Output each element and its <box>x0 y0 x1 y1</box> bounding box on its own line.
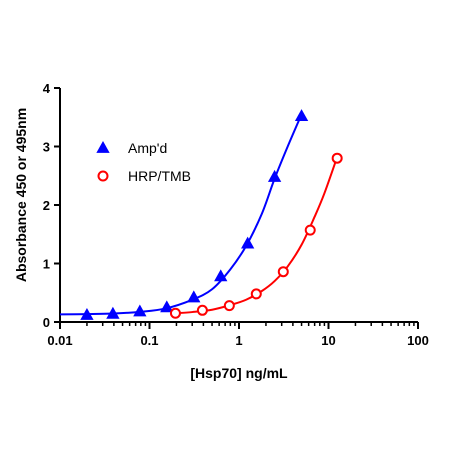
point-amp-d <box>267 169 282 182</box>
point-hrp-tmb <box>304 224 316 236</box>
y-axis-title: Absorbance 450 or 495nm <box>13 108 29 282</box>
point-amp-d <box>214 269 228 282</box>
point-amp-d <box>133 304 147 317</box>
y-tick-label: 2 <box>43 198 50 213</box>
y-tick-label: 4 <box>43 81 51 96</box>
point-hrp-tmb <box>277 266 289 278</box>
point-hrp-tmb <box>250 288 262 300</box>
point-amp-d <box>80 307 94 320</box>
axes: 0 1 2 3 4 0.01 0.1 1 10 100 <box>43 81 429 348</box>
fit-curve-amp-d <box>59 113 303 316</box>
x-tick-label: 1 <box>235 333 242 348</box>
y-tick-label: 1 <box>43 257 50 272</box>
x-tick-label: 0.1 <box>140 333 158 348</box>
x-axis-title: [Hsp70] ng/mL <box>190 365 288 381</box>
point-amp-d <box>294 109 309 121</box>
data-points <box>80 109 343 320</box>
point-hrp-tmb <box>196 304 208 316</box>
legend-label-hrp-tmb: HRP/TMB <box>128 168 191 184</box>
point-amp-d <box>160 300 174 313</box>
y-tick-label: 0 <box>43 315 50 330</box>
fit-curve-hrp-tmb <box>175 156 339 315</box>
x-tick-label: 10 <box>321 333 335 348</box>
point-amp-d <box>106 306 120 319</box>
x-tick-label: 100 <box>407 333 429 348</box>
point-hrp-tmb <box>331 152 343 164</box>
legend-label-amp-d: Amp'd <box>128 140 167 156</box>
legend: Amp'd HRP/TMB <box>96 140 191 184</box>
y-tick-label: 3 <box>43 140 50 155</box>
point-hrp-tmb <box>223 300 235 312</box>
legend-marker-amp-d <box>96 141 110 153</box>
x-tick-label: 0.01 <box>47 333 72 348</box>
point-hrp-tmb <box>169 307 181 319</box>
point-amp-d <box>187 290 201 303</box>
legend-marker-hrp-tmb <box>97 170 109 182</box>
point-amp-d <box>241 236 255 249</box>
